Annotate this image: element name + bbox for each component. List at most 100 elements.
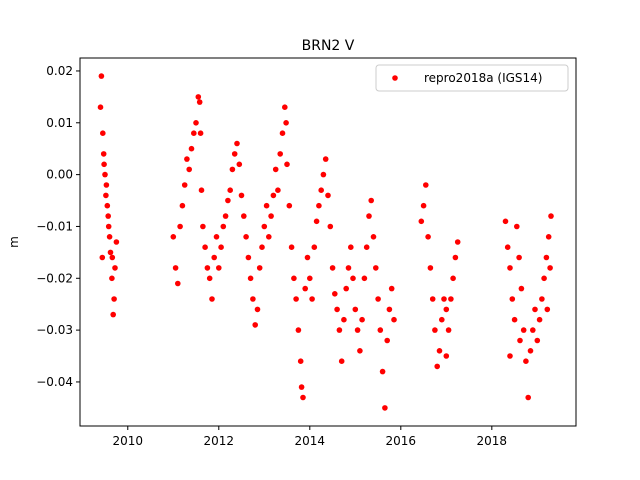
data-point <box>509 296 516 302</box>
data-point <box>454 239 461 245</box>
data-point <box>345 265 352 271</box>
data-point <box>357 348 363 354</box>
data-point <box>247 275 254 282</box>
data-point <box>231 151 238 157</box>
data-point <box>241 213 247 219</box>
data-point <box>379 368 386 375</box>
y-axis-label: m <box>7 236 21 248</box>
y-tick-label: 0.01 <box>46 116 73 130</box>
data-point <box>195 94 202 100</box>
x-tick-label: 2012 <box>204 434 235 448</box>
data-point <box>361 275 368 282</box>
y-tick-label: −0.04 <box>36 375 73 389</box>
data-point <box>502 218 509 225</box>
data-point <box>243 234 249 240</box>
data-point <box>391 316 397 323</box>
data-point <box>443 353 450 359</box>
data-point <box>366 213 372 219</box>
data-point <box>197 130 204 136</box>
data-point <box>545 234 552 240</box>
data-point <box>261 223 268 230</box>
data-point <box>254 306 261 313</box>
x-tick-label: 2016 <box>386 434 417 448</box>
data-point <box>99 254 106 261</box>
data-point <box>516 254 522 261</box>
data-point <box>105 223 112 230</box>
data-point <box>250 296 256 302</box>
data-point <box>101 161 107 168</box>
data-point <box>181 182 188 188</box>
data-point <box>259 244 265 250</box>
data-point <box>368 197 375 204</box>
data-point <box>338 358 345 365</box>
data-point <box>517 337 523 344</box>
data-point <box>268 213 274 219</box>
data-point <box>388 285 395 292</box>
y-tick-label: −0.01 <box>36 219 73 233</box>
data-point <box>518 285 525 292</box>
data-point <box>293 296 299 302</box>
data-point <box>211 254 217 261</box>
data-point <box>284 161 290 168</box>
data-point <box>218 244 224 250</box>
data-point <box>543 254 550 261</box>
data-point <box>375 296 381 302</box>
data-point <box>298 384 305 390</box>
data-point <box>307 275 313 282</box>
data-point <box>172 265 179 271</box>
data-point <box>282 104 288 110</box>
data-point <box>525 394 531 401</box>
data-point <box>302 285 309 292</box>
data-point <box>291 275 297 282</box>
data-point <box>220 223 227 230</box>
data-point <box>200 223 206 230</box>
data-point <box>432 327 438 333</box>
data-point <box>236 161 243 168</box>
data-point <box>507 353 513 359</box>
data-point <box>418 218 425 225</box>
data-point <box>336 327 343 333</box>
data-point <box>103 192 109 199</box>
data-point <box>295 327 302 333</box>
data-point <box>98 73 105 79</box>
data-point <box>222 213 229 219</box>
data-point <box>106 234 113 240</box>
data-point <box>341 316 347 323</box>
data-point <box>423 182 429 188</box>
data-point <box>110 311 116 318</box>
data-point <box>354 327 361 333</box>
data-point <box>113 239 120 245</box>
data-point <box>441 296 447 302</box>
data-point <box>288 244 295 250</box>
data-point <box>547 265 553 271</box>
data-point <box>170 234 177 240</box>
data-point <box>530 327 536 333</box>
data-point <box>275 187 281 193</box>
data-point <box>104 202 111 209</box>
data-point <box>311 244 318 250</box>
axes-frame <box>79 57 577 427</box>
data-points <box>97 73 554 411</box>
data-point <box>206 275 213 282</box>
data-point <box>225 197 231 204</box>
data-point <box>100 130 106 136</box>
data-point <box>507 265 513 271</box>
legend-marker <box>392 75 398 81</box>
chart-title: BRN2 V <box>302 38 355 54</box>
data-point <box>329 265 336 271</box>
data-point <box>534 337 541 344</box>
data-point <box>384 337 391 344</box>
data-point <box>434 363 441 370</box>
data-point <box>429 296 436 302</box>
data-point <box>373 265 379 271</box>
data-point <box>520 327 527 333</box>
data-point <box>318 187 325 193</box>
data-point <box>436 348 443 354</box>
data-point <box>313 218 320 225</box>
data-point <box>109 254 116 261</box>
data-point <box>272 166 279 173</box>
data-point <box>425 234 431 240</box>
y-tick-label: −0.03 <box>36 323 73 337</box>
data-point <box>514 223 520 230</box>
